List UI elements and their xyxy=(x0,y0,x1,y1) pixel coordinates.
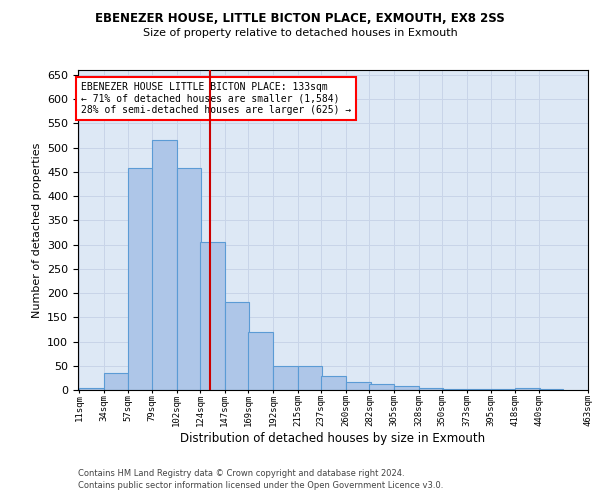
Bar xyxy=(128,168,153,390)
Bar xyxy=(248,332,273,390)
Bar xyxy=(321,376,346,390)
Bar xyxy=(298,366,322,390)
Bar xyxy=(515,388,540,390)
Bar xyxy=(419,388,443,390)
Bar xyxy=(152,140,176,390)
X-axis label: Distribution of detached houses by size in Exmouth: Distribution of detached houses by size … xyxy=(181,432,485,445)
Bar xyxy=(273,366,298,390)
Bar xyxy=(200,242,225,390)
Text: Contains HM Land Registry data © Crown copyright and database right 2024.: Contains HM Land Registry data © Crown c… xyxy=(78,468,404,477)
Bar xyxy=(539,388,563,390)
Bar xyxy=(467,389,491,390)
Y-axis label: Number of detached properties: Number of detached properties xyxy=(32,142,41,318)
Bar xyxy=(79,388,104,390)
Bar xyxy=(394,386,419,390)
Bar xyxy=(346,382,371,390)
Bar xyxy=(491,389,515,390)
Text: Contains public sector information licensed under the Open Government Licence v3: Contains public sector information licen… xyxy=(78,481,443,490)
Text: Size of property relative to detached houses in Exmouth: Size of property relative to detached ho… xyxy=(143,28,457,38)
Text: EBENEZER HOUSE, LITTLE BICTON PLACE, EXMOUTH, EX8 2SS: EBENEZER HOUSE, LITTLE BICTON PLACE, EXM… xyxy=(95,12,505,26)
Bar xyxy=(370,384,394,390)
Bar xyxy=(442,388,467,390)
Text: EBENEZER HOUSE LITTLE BICTON PLACE: 133sqm
← 71% of detached houses are smaller : EBENEZER HOUSE LITTLE BICTON PLACE: 133s… xyxy=(81,82,352,116)
Bar xyxy=(225,302,250,390)
Bar xyxy=(104,373,128,390)
Bar xyxy=(176,168,201,390)
